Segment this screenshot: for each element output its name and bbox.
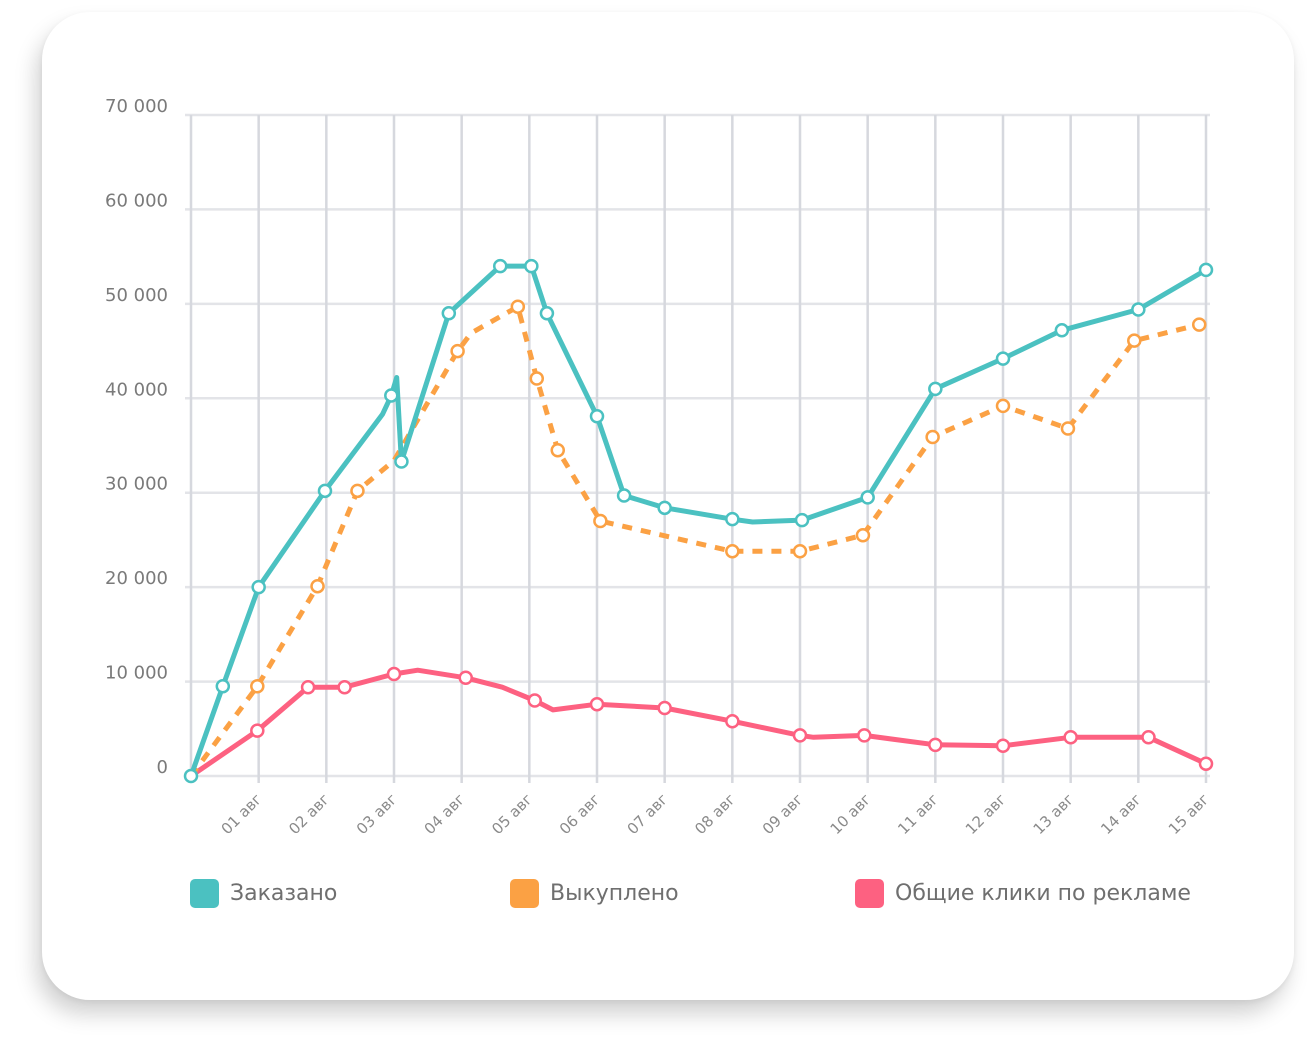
- data-point-marker: [928, 737, 943, 753]
- data-point-marker: [524, 258, 539, 274]
- data-point-marker: [527, 693, 542, 708]
- y-tick-label: 70 000: [105, 96, 168, 117]
- legend-swatch-ad-clicks: [855, 878, 884, 908]
- data-point-marker: [1191, 317, 1207, 332]
- series-line-0: [188, 263, 1209, 779]
- data-point-marker: [1127, 333, 1142, 348]
- data-point-marker: [1063, 730, 1078, 745]
- data-point-marker: [794, 512, 810, 528]
- legend-item-bought: Выкуплено: [510, 876, 679, 910]
- y-tick-label: 20 000: [105, 568, 168, 589]
- data-point-marker: [616, 488, 632, 503]
- data-point-marker: [855, 527, 871, 543]
- data-point-marker: [492, 258, 508, 274]
- data-point-marker: [792, 544, 808, 559]
- data-point-marker: [215, 679, 231, 694]
- legend-item-ordered: Заказано: [190, 876, 337, 910]
- y-tick-label: 30 000: [105, 474, 168, 495]
- data-point-marker: [928, 381, 943, 397]
- data-point-marker: [529, 371, 545, 386]
- legend-label-ad-clicks: Общие клики по рекламе: [895, 880, 1191, 906]
- data-point-marker: [1141, 730, 1156, 745]
- y-tick-label: 10 000: [105, 663, 168, 684]
- data-point-marker: [458, 670, 473, 686]
- data-point-marker: [589, 408, 605, 424]
- data-point-marker: [725, 511, 740, 527]
- x-tick-label: 11 авг: [894, 790, 942, 838]
- data-point-marker: [183, 768, 199, 784]
- x-tick-label: 04 авг: [421, 790, 469, 838]
- data-point-marker: [860, 490, 875, 505]
- y-tick-label: 40 000: [105, 379, 168, 400]
- data-point-marker: [441, 306, 457, 321]
- data-point-marker: [337, 679, 352, 695]
- x-tick-label: 03 авг: [353, 790, 401, 838]
- data-point-marker: [539, 306, 555, 321]
- series-line-1: [188, 304, 1200, 778]
- data-point-marker: [1060, 421, 1076, 436]
- data-point-marker: [589, 696, 605, 712]
- x-tick-label: 13 авг: [1030, 790, 1078, 838]
- data-point-marker: [1054, 323, 1070, 338]
- data-point-marker: [310, 578, 325, 594]
- data-point-marker: [1131, 302, 1146, 317]
- series-line-2: [188, 667, 1209, 779]
- x-tick-label: 10 авг: [827, 790, 875, 838]
- x-tick-label: 07 авг: [624, 790, 672, 838]
- data-point-marker: [995, 738, 1011, 754]
- x-tick-label: 14 авг: [1097, 790, 1145, 838]
- data-point-marker: [1198, 756, 1214, 771]
- x-tick-label: 05 авг: [488, 790, 536, 838]
- y-tick-label: 50 000: [105, 285, 168, 306]
- x-tick-label: 09 авг: [759, 790, 807, 838]
- data-point-marker: [995, 398, 1011, 414]
- x-tick-label: 06 авг: [556, 790, 604, 838]
- data-point-marker: [725, 713, 740, 729]
- data-point-marker: [925, 429, 940, 445]
- legend-swatch-ordered: [190, 878, 219, 908]
- legend-label-bought: Выкуплено: [550, 880, 679, 906]
- data-point-marker: [317, 483, 333, 499]
- data-point-marker: [250, 679, 265, 694]
- data-point-marker: [657, 700, 672, 716]
- data-point-marker: [550, 442, 566, 458]
- data-point-marker: [300, 679, 316, 695]
- x-tick-label: 01 авг: [218, 790, 266, 838]
- data-point-marker: [250, 723, 265, 738]
- y-tick-label: 0: [157, 757, 168, 778]
- x-tick-label: 12 авг: [962, 790, 1010, 838]
- x-tick-label: 02 авг: [285, 790, 333, 838]
- legend-label-ordered: Заказано: [230, 880, 338, 906]
- data-point-marker: [510, 299, 526, 314]
- data-point-marker: [386, 666, 402, 682]
- data-point-marker: [350, 483, 365, 499]
- data-point-marker: [251, 579, 266, 595]
- data-point-marker: [450, 343, 465, 359]
- data-point-marker: [995, 351, 1011, 366]
- data-point-marker: [384, 388, 399, 403]
- x-tick-label: 08 авг: [691, 790, 739, 838]
- legend-swatch-bought: [510, 878, 539, 908]
- x-tick-label: 15 авг: [1165, 790, 1213, 838]
- data-point-marker: [657, 500, 672, 516]
- y-tick-label: 60 000: [105, 190, 168, 211]
- data-point-marker: [857, 728, 872, 743]
- data-point-marker: [725, 544, 740, 559]
- data-point-marker: [1198, 262, 1214, 278]
- data-point-marker: [792, 728, 808, 743]
- legend-item-ad-clicks: Общие клики по рекламе: [855, 876, 1191, 910]
- data-point-marker: [593, 513, 608, 529]
- data-point-marker: [394, 454, 409, 469]
